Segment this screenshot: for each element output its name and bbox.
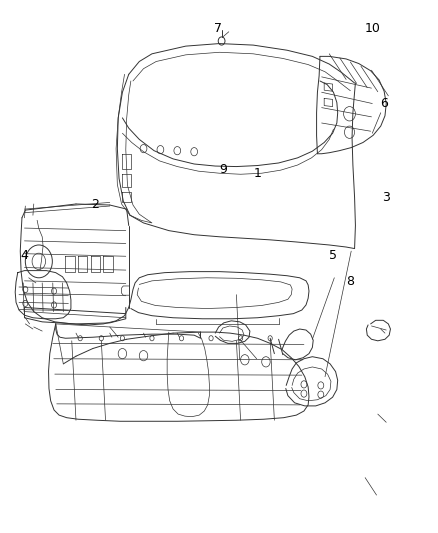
Text: 10: 10 bbox=[364, 22, 380, 35]
Text: 2: 2 bbox=[91, 198, 99, 212]
Text: 6: 6 bbox=[379, 97, 387, 110]
Text: 5: 5 bbox=[328, 249, 336, 262]
Text: 8: 8 bbox=[345, 276, 353, 288]
Text: 1: 1 bbox=[253, 167, 261, 180]
Text: 7: 7 bbox=[214, 22, 222, 35]
Text: 9: 9 bbox=[219, 163, 227, 176]
Text: 3: 3 bbox=[381, 191, 389, 204]
Text: 4: 4 bbox=[20, 249, 28, 262]
